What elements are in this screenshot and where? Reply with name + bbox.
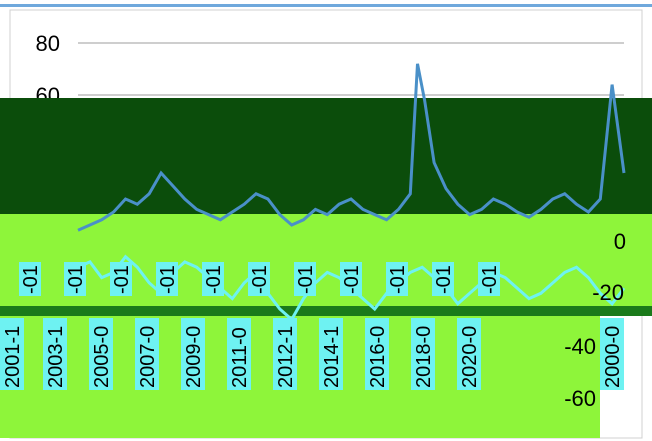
x-tick-label: 2007-0 (137, 326, 159, 388)
x-tick-bg (89, 318, 113, 390)
x-tick-bg (0, 318, 24, 390)
x-tick-top-label: -01 (387, 265, 409, 294)
x-tick-top-bg (294, 262, 316, 296)
x-tick-label: 2012-1 (275, 326, 297, 388)
x-tick-layer: 2001-1 2003-1 2005-0 2007-0 2009-0 2011-0 2012… (0, 262, 624, 390)
x-tick-top-label: -01 (20, 265, 42, 294)
series-line-a (77, 63, 626, 232)
top-y-tick-label: 80 (36, 31, 60, 56)
x-tick-bg (181, 318, 205, 390)
bottom-y-tick-label: 0 (614, 229, 626, 254)
x-tick-top-label: -01 (433, 265, 455, 294)
x-tick-bg (365, 318, 389, 390)
x-tick-top-bg (478, 262, 500, 296)
x-tick-label: 2000-0 (602, 326, 624, 388)
x-tick-top-bg (202, 262, 224, 296)
x-tick-top-bg (64, 262, 86, 296)
bottom-y-tick-label: -60 (564, 386, 596, 411)
x-tick-label: 2011-0 (229, 327, 251, 388)
x-tick-top-bg (248, 262, 270, 296)
x-tick-bg (411, 318, 435, 390)
bottom-y-tick-label: -20 (592, 280, 624, 305)
x-tick-top-bg (386, 262, 408, 296)
x-tick-top-label: -01 (249, 265, 271, 294)
x-tick-label: 2016-0 (367, 326, 389, 388)
x-tick-bg (227, 318, 251, 390)
x-tick-top-label: -01 (295, 265, 317, 294)
x-tick-label: 2005-0 (91, 326, 113, 388)
band-lime (0, 214, 652, 308)
x-tick-label: 2003-1 (45, 326, 67, 388)
x-tick-bg (273, 318, 297, 390)
x-tick-label: 2001-1 (2, 326, 24, 388)
x-tick-top-bg (110, 262, 132, 296)
x-tick-label: 2020-0 (459, 326, 481, 388)
x-tick-top-label: -01 (157, 265, 179, 294)
x-tick-top-bg (19, 262, 41, 296)
x-tick-label: 2014-1 (321, 326, 343, 388)
x-tick-bg (600, 318, 624, 390)
bottom-y-tick-label: -40 (564, 334, 596, 359)
x-tick-bg (135, 318, 159, 390)
x-tick-top-label: -01 (111, 265, 133, 294)
x-tick-top-bg (156, 262, 178, 296)
x-tick-label: 2009-0 (183, 326, 205, 388)
x-tick-label: 2018-0 (413, 326, 435, 388)
x-tick-top-bg (432, 262, 454, 296)
x-tick-top-label: -01 (479, 265, 501, 294)
x-tick-top-bg (340, 262, 362, 296)
x-tick-top-label: -01 (203, 265, 225, 294)
x-tick-top-label: -01 (65, 265, 87, 294)
x-tick-bg (319, 318, 343, 390)
band-stripe (0, 306, 652, 316)
band-dark (0, 98, 652, 216)
chart-top-border (0, 4, 652, 7)
x-tick-top-label: -01 (341, 265, 363, 294)
x-tick-bg (457, 318, 481, 390)
x-tick-bg (43, 318, 67, 390)
